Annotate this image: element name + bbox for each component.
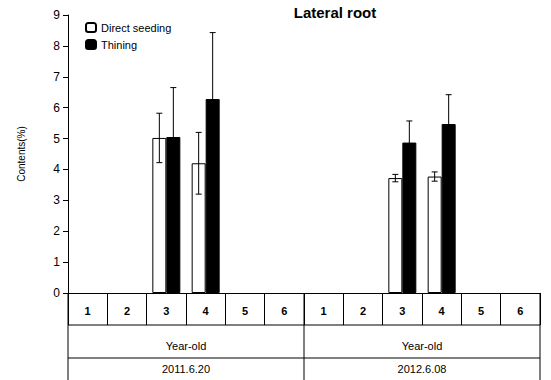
svg-text:2012.6.08: 2012.6.08 [398, 363, 447, 375]
svg-text:8: 8 [53, 39, 60, 53]
svg-text:3: 3 [53, 193, 60, 207]
svg-text:4: 4 [53, 162, 60, 176]
svg-text:2011.6.20: 2011.6.20 [162, 363, 210, 375]
svg-text:3: 3 [163, 305, 169, 317]
svg-text:1: 1 [321, 305, 327, 317]
svg-text:4: 4 [203, 305, 210, 317]
svg-text:9: 9 [53, 8, 60, 22]
svg-text:7: 7 [53, 70, 60, 84]
svg-text:5: 5 [53, 132, 60, 146]
svg-text:Contents(%): Contents(%) [16, 126, 27, 182]
svg-text:2: 2 [360, 305, 366, 317]
svg-text:Thining: Thining [101, 39, 137, 51]
svg-text:2: 2 [53, 224, 60, 238]
svg-text:4: 4 [439, 305, 446, 317]
svg-text:Direct seeding: Direct seeding [101, 22, 171, 34]
svg-text:6: 6 [281, 305, 287, 317]
svg-text:6: 6 [517, 305, 523, 317]
svg-text:3: 3 [399, 305, 405, 317]
svg-text:5: 5 [478, 305, 484, 317]
svg-text:Lateral root: Lateral root [294, 4, 377, 21]
svg-text:1: 1 [53, 255, 60, 269]
svg-text:0: 0 [53, 286, 60, 300]
svg-text:6: 6 [53, 101, 60, 115]
svg-text:Year-old: Year-old [166, 340, 207, 352]
svg-text:5: 5 [242, 305, 248, 317]
svg-text:2: 2 [124, 305, 130, 317]
svg-text:Year-old: Year-old [402, 340, 443, 352]
svg-text:1: 1 [85, 305, 91, 317]
